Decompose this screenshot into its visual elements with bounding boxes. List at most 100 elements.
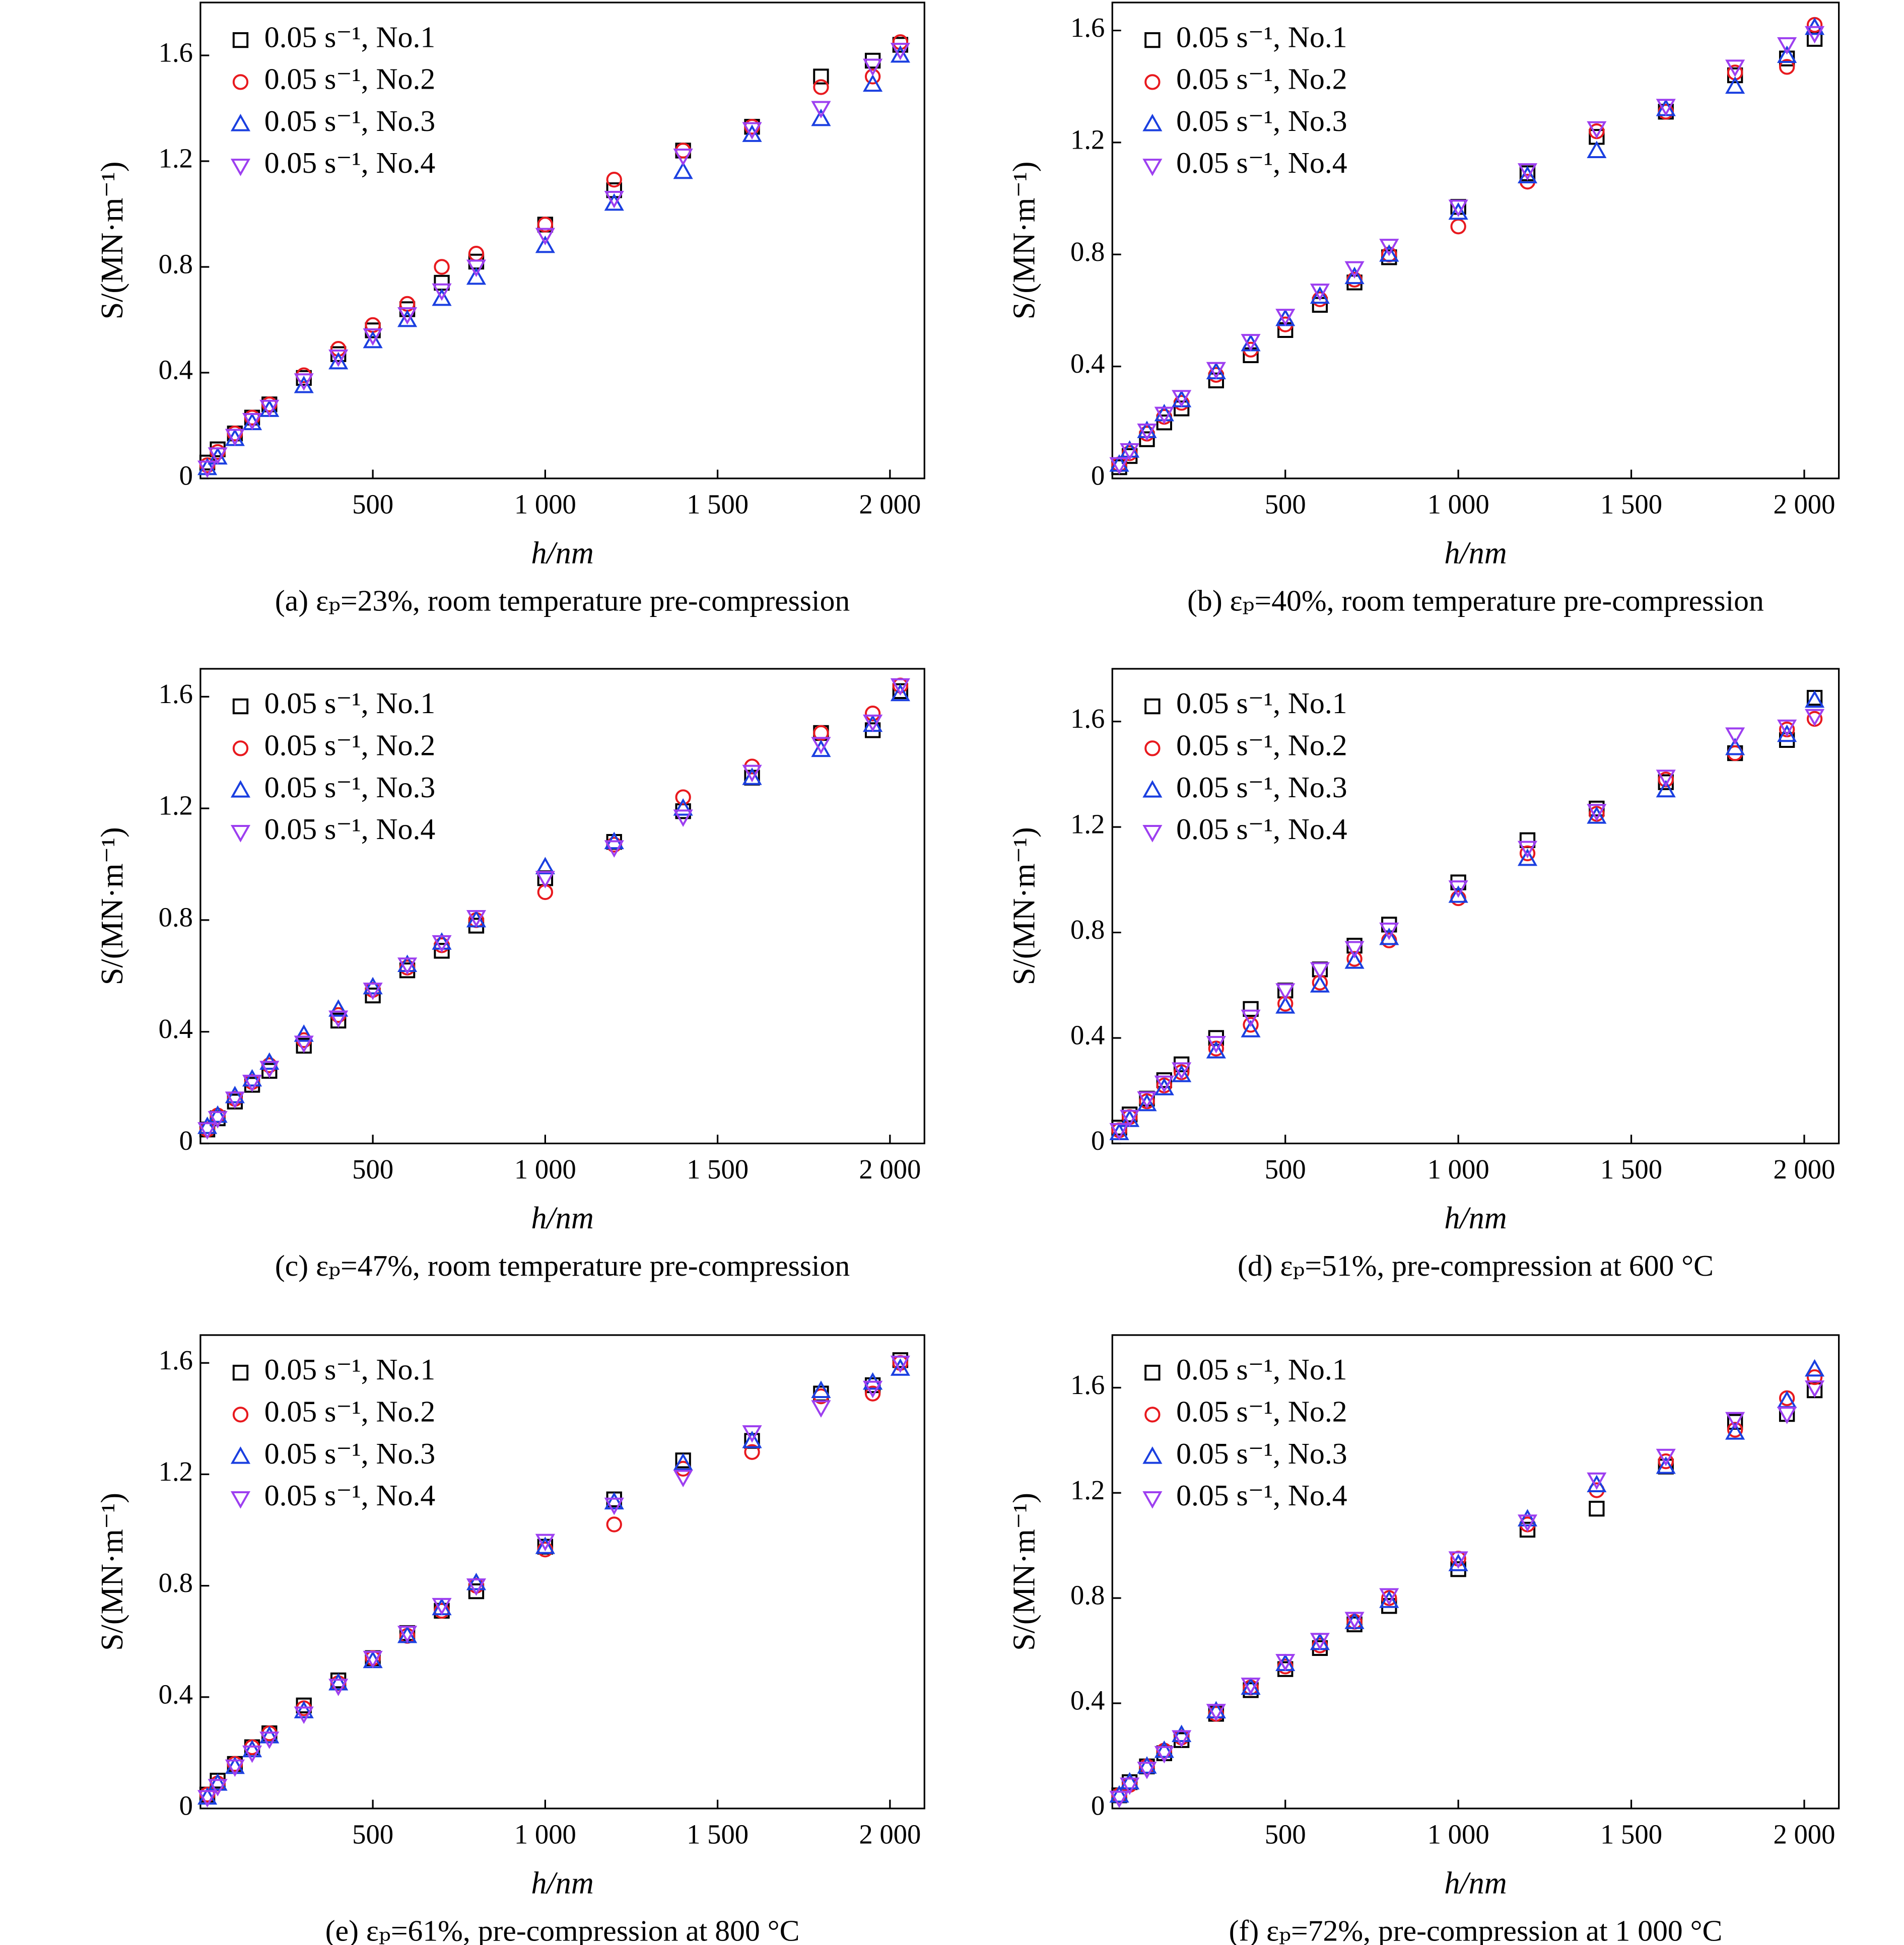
- legend-label: 0.05 s⁻¹, No.4: [1176, 1479, 1347, 1512]
- data-point: [466, 267, 487, 285]
- data-point: [1120, 443, 1140, 461]
- x-tick-label: 1 500: [687, 489, 749, 520]
- data-point: [242, 413, 262, 431]
- data-point: [434, 259, 450, 275]
- data-point: [197, 1790, 218, 1808]
- data-point: [863, 1380, 883, 1399]
- data-point: [890, 45, 910, 63]
- data-point: [1310, 975, 1330, 993]
- data-point: [1139, 431, 1155, 447]
- data-point: [1448, 202, 1468, 220]
- legend-marker: [1142, 825, 1163, 843]
- data-point: [225, 1759, 245, 1777]
- plot-frame: [1111, 668, 1840, 1145]
- data-point: [863, 714, 883, 732]
- data-point: [328, 350, 349, 367]
- x-tick-label: 2 000: [1773, 1154, 1835, 1185]
- data-point: [434, 943, 450, 959]
- data-point: [1448, 885, 1468, 903]
- legend-marker: [1144, 1364, 1161, 1381]
- legend-label: 0.05 s⁻¹, No.3: [1176, 104, 1347, 137]
- y-tick-label: 0.8: [1070, 914, 1105, 945]
- data-point: [225, 1091, 245, 1109]
- data-point: [294, 1035, 314, 1054]
- data-point: [1310, 286, 1330, 304]
- data-point: [535, 228, 555, 246]
- data-point: [1519, 845, 1536, 862]
- data-point: [604, 193, 624, 211]
- data-point: [1517, 1514, 1538, 1532]
- data-point: [1587, 806, 1607, 824]
- data-point: [294, 376, 314, 393]
- data-point: [363, 977, 383, 995]
- x-tick-label: 1 500: [687, 1819, 749, 1850]
- legend-label: 0.05 s⁻¹, No.3: [264, 104, 435, 137]
- y-tick-label: 1.6: [159, 678, 193, 709]
- data-point: [1805, 1380, 1825, 1398]
- x-axis-label: h/nm: [531, 1201, 593, 1235]
- x-tick-label: 500: [1265, 1154, 1306, 1185]
- legend-label: 0.05 s⁻¹, No.3: [264, 771, 435, 804]
- data-point: [673, 1470, 693, 1488]
- data-point: [1208, 372, 1225, 389]
- data-point: [432, 935, 452, 953]
- y-tick-label: 0.8: [159, 249, 193, 280]
- data-point: [208, 1105, 228, 1123]
- data-point: [208, 1779, 228, 1796]
- data-point: [1658, 1453, 1674, 1470]
- data-point: [1241, 334, 1261, 352]
- data-point: [1725, 1422, 1745, 1440]
- data-point: [863, 74, 883, 92]
- data-point: [1310, 1633, 1330, 1650]
- data-point: [1777, 37, 1797, 55]
- data-point: [811, 737, 831, 754]
- data-point: [259, 399, 280, 418]
- data-point: [434, 274, 450, 291]
- legend-marker: [230, 159, 251, 176]
- data-point: [1109, 1790, 1129, 1809]
- data-point: [363, 328, 383, 346]
- legend-label: 0.05 s⁻¹, No.2: [1176, 1395, 1347, 1428]
- x-tick-label: 2 000: [859, 1154, 921, 1185]
- y-tick-label: 0.4: [159, 1013, 193, 1044]
- y-tick-label: 0: [1091, 1125, 1105, 1156]
- data-point: [604, 1492, 624, 1510]
- data-point: [242, 1745, 262, 1763]
- data-point: [1137, 1756, 1157, 1774]
- data-point: [242, 1740, 262, 1758]
- x-tick-label: 1 000: [1427, 1819, 1489, 1850]
- x-tick-label: 1 000: [1427, 489, 1489, 520]
- data-point: [1777, 1407, 1797, 1424]
- y-tick-label: 0.8: [1070, 236, 1105, 267]
- data-point: [811, 739, 831, 757]
- data-point: [811, 1380, 831, 1398]
- data-point: [1243, 1001, 1259, 1017]
- data-point: [1275, 309, 1296, 326]
- data-point: [1589, 1500, 1605, 1517]
- data-point: [1517, 163, 1538, 181]
- legend-marker: [1142, 1446, 1163, 1464]
- data-point: [1310, 962, 1330, 980]
- legend-marker: [1142, 780, 1163, 798]
- data-point: [1109, 1123, 1129, 1141]
- data-point: [1448, 1554, 1468, 1571]
- y-axis-label: S/(MN·m⁻¹): [1007, 162, 1041, 320]
- data-point: [813, 79, 829, 95]
- data-point: [294, 1701, 314, 1718]
- data-point: [328, 1010, 349, 1028]
- data-point: [1656, 770, 1676, 787]
- data-point: [1206, 1036, 1226, 1054]
- data-point: [1777, 724, 1797, 742]
- data-point: [1587, 141, 1607, 159]
- data-point: [1725, 1412, 1745, 1430]
- x-tick-label: 500: [1265, 489, 1306, 520]
- data-point: [1241, 1020, 1261, 1037]
- y-tick-label: 1.2: [1070, 1475, 1105, 1505]
- y-axis-label: S/(MN·m⁻¹): [95, 1493, 129, 1651]
- legend-label: 0.05 s⁻¹, No.2: [264, 729, 435, 762]
- legend-label: 0.05 s⁻¹, No.1: [1176, 686, 1347, 720]
- data-point: [225, 1085, 245, 1103]
- x-tick-label: 1 000: [514, 489, 576, 520]
